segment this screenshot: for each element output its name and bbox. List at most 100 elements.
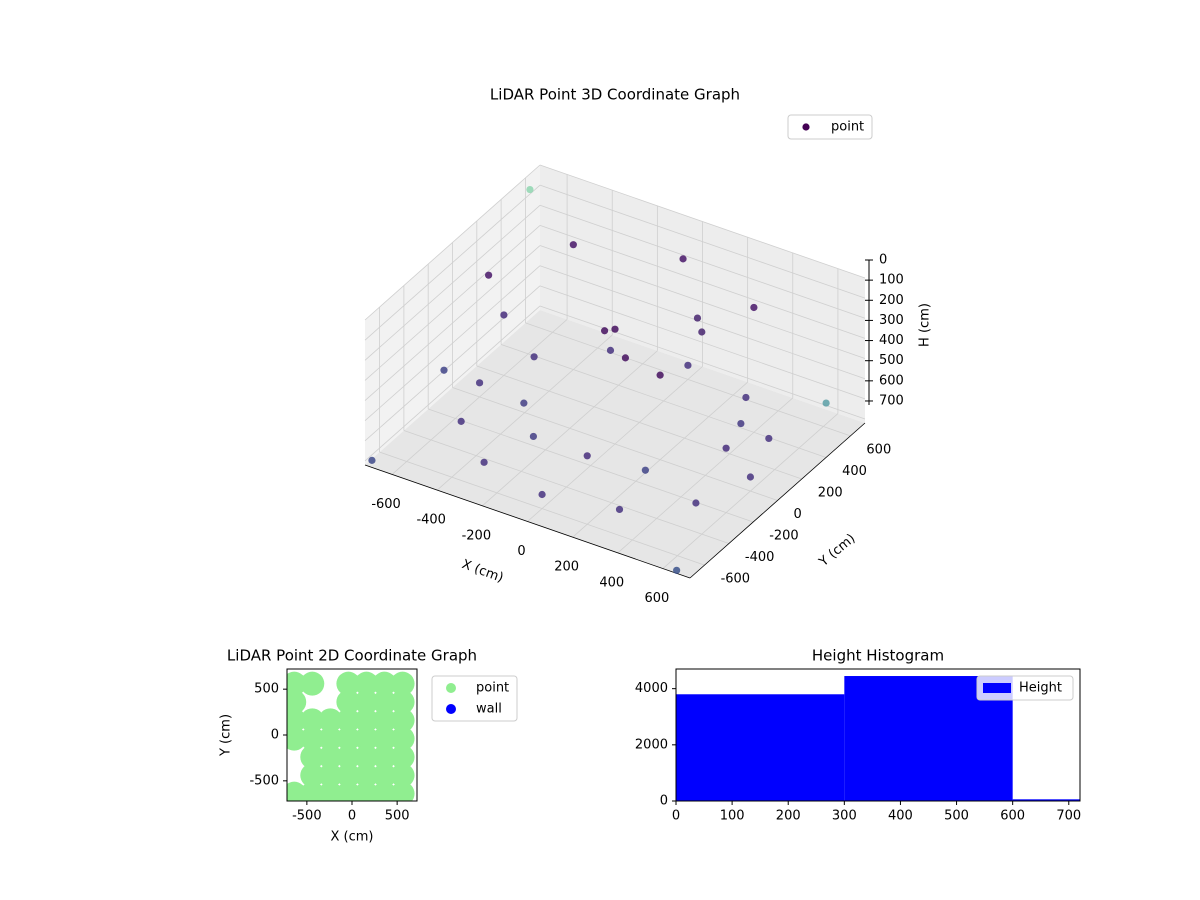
grid-line xyxy=(525,322,851,437)
point xyxy=(526,185,534,194)
point xyxy=(336,708,361,733)
x-tick-label: -500 xyxy=(292,809,322,824)
point xyxy=(300,745,325,769)
point xyxy=(354,745,379,769)
point xyxy=(390,745,415,769)
point xyxy=(440,366,448,374)
point xyxy=(390,671,415,696)
point xyxy=(656,371,664,379)
legend-marker xyxy=(983,683,1011,693)
point xyxy=(390,726,415,751)
x-tick-label: 100 xyxy=(720,809,745,824)
legend-box xyxy=(976,675,1074,701)
point xyxy=(722,444,730,452)
y-tick-label: 200 xyxy=(818,485,843,500)
x-tick-label: 200 xyxy=(776,809,801,824)
y-tick-label: 0 xyxy=(271,728,279,743)
point xyxy=(390,708,415,733)
point xyxy=(615,505,624,514)
point xyxy=(530,353,538,361)
grid-line xyxy=(403,430,730,544)
x-tick-label: 400 xyxy=(888,809,913,824)
point xyxy=(457,417,465,425)
point xyxy=(538,490,546,499)
chart-title: LiDAR Point 3D Coordinate Graph xyxy=(490,86,740,104)
point xyxy=(336,690,361,714)
grid-line xyxy=(539,204,866,319)
x-tick-label: 600 xyxy=(1000,809,1025,824)
x-axis-label: X (cm) xyxy=(331,830,374,845)
x-tick-label: 0 xyxy=(672,809,680,824)
point xyxy=(300,708,325,733)
point xyxy=(684,361,692,369)
point xyxy=(368,456,376,464)
x-tick-label: -200 xyxy=(462,528,492,543)
point xyxy=(621,354,630,362)
x-tick-label: 400 xyxy=(599,575,624,590)
x-tick-label: -600 xyxy=(371,497,401,512)
grid-line xyxy=(476,365,802,480)
y-tick-label: 4000 xyxy=(635,681,668,696)
axes-frame xyxy=(675,668,1081,802)
legend-marker xyxy=(802,123,810,131)
y-tick-label: 500 xyxy=(254,682,279,697)
point xyxy=(354,690,379,714)
point xyxy=(693,314,702,322)
point xyxy=(318,763,343,788)
point xyxy=(354,763,379,788)
legend-label: wall xyxy=(476,702,502,717)
grid-line xyxy=(379,451,705,566)
plot-area xyxy=(287,671,415,801)
z-tick-label: 200 xyxy=(879,293,904,308)
bar xyxy=(676,694,845,801)
y-tick-label: 0 xyxy=(660,794,668,809)
point xyxy=(372,763,397,788)
z-tick-label: 100 xyxy=(879,273,904,288)
point xyxy=(520,399,528,407)
chart-title: LiDAR Point 2D Coordinate Graph xyxy=(227,647,477,665)
point xyxy=(641,466,649,474)
grid-line xyxy=(364,265,541,421)
point xyxy=(318,745,343,769)
legend-label: Height xyxy=(1019,681,1062,696)
point xyxy=(822,399,830,407)
legend-box xyxy=(787,114,873,140)
z-tick-label: 300 xyxy=(879,313,904,328)
point xyxy=(318,708,343,733)
y-tick-label: 400 xyxy=(842,464,867,479)
z-tick-label: 500 xyxy=(879,353,904,368)
point xyxy=(746,473,755,481)
grid-line xyxy=(364,305,541,462)
point xyxy=(485,271,493,279)
legend-marker xyxy=(446,704,456,714)
point xyxy=(673,566,681,574)
legend-label: point xyxy=(476,681,509,696)
point xyxy=(354,708,379,733)
point xyxy=(480,458,488,466)
y-tick-label: -200 xyxy=(769,529,799,544)
z-axis-label: H (cm) xyxy=(918,303,933,347)
point xyxy=(750,303,758,312)
y-tick-label: 2000 xyxy=(635,737,668,752)
point xyxy=(300,726,325,751)
point xyxy=(583,452,591,460)
point xyxy=(765,434,773,443)
point xyxy=(336,781,361,801)
point xyxy=(390,690,415,714)
grid-line xyxy=(539,305,866,420)
z-tick-label: 600 xyxy=(879,373,904,388)
point xyxy=(742,393,750,402)
grid-line xyxy=(452,387,778,501)
point xyxy=(287,690,307,714)
z-tick-label: 400 xyxy=(879,333,904,348)
point xyxy=(354,726,379,751)
point xyxy=(390,763,415,788)
point xyxy=(336,745,361,769)
point xyxy=(372,726,397,751)
grid-line xyxy=(364,225,541,381)
point xyxy=(600,327,609,335)
grid-line xyxy=(364,204,541,361)
point xyxy=(390,781,415,801)
point xyxy=(300,671,325,696)
